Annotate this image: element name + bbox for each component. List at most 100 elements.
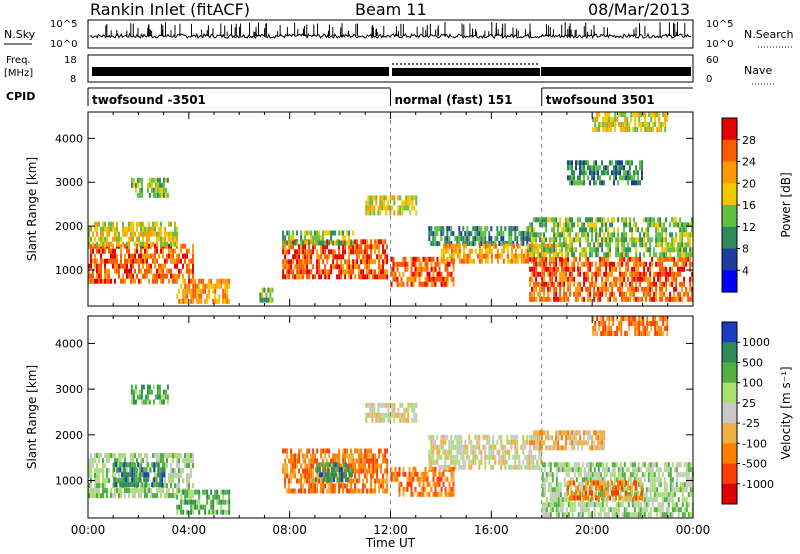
range-cell	[302, 458, 305, 464]
range-cell	[665, 247, 668, 253]
range-cell	[623, 276, 626, 282]
range-cell	[547, 512, 550, 518]
range-cell	[534, 464, 537, 470]
range-cell	[561, 435, 564, 441]
range-cell	[538, 449, 541, 455]
range-cell	[518, 231, 521, 237]
range-cell	[136, 192, 139, 198]
range-cell	[683, 266, 686, 272]
range-cell	[617, 497, 620, 503]
range-cell	[529, 256, 532, 262]
range-cell	[581, 261, 584, 267]
range-cell	[338, 448, 341, 454]
range-cell	[130, 221, 132, 227]
range-cell	[595, 435, 598, 441]
range-cell	[140, 488, 142, 494]
range-cell	[113, 482, 116, 488]
range-cell	[675, 286, 678, 292]
range-cell	[176, 236, 178, 242]
range-cell	[284, 473, 287, 479]
range-cell	[362, 453, 365, 459]
range-cell	[190, 278, 192, 284]
range-cell	[458, 226, 461, 232]
range-cell	[510, 236, 513, 242]
range-cell	[579, 170, 581, 176]
range-cell	[156, 177, 159, 183]
range-cell	[438, 476, 441, 482]
range-cell	[661, 512, 664, 518]
range-cell	[625, 175, 627, 181]
range-cell	[170, 493, 172, 499]
range-cell	[155, 462, 158, 468]
range-cell	[354, 264, 357, 270]
range-cell	[190, 293, 193, 299]
y-axis-label: Slant Range [km]	[25, 157, 39, 261]
range-cell	[134, 182, 137, 188]
range-cell	[506, 434, 509, 440]
range-cell	[533, 252, 536, 258]
range-cell	[573, 266, 576, 272]
range-cell	[161, 472, 164, 478]
range-cell	[316, 264, 319, 270]
range-cell	[369, 195, 372, 201]
range-cell	[370, 244, 373, 250]
range-cell	[458, 439, 461, 445]
range-cell	[362, 274, 365, 280]
range-cell	[102, 241, 104, 247]
range-cell	[529, 445, 532, 451]
range-cell	[478, 241, 481, 247]
range-cell	[350, 264, 353, 270]
range-cell	[150, 253, 152, 259]
range-cell	[182, 458, 184, 464]
range-cell	[114, 248, 116, 254]
range-cell	[176, 273, 178, 279]
range-cell	[634, 127, 637, 132]
range-cell	[665, 482, 668, 488]
range-cell	[648, 122, 651, 127]
range-cell	[286, 240, 289, 246]
range-cell	[90, 453, 92, 459]
range-cell	[573, 247, 576, 253]
range-cell	[631, 227, 634, 233]
range-cell	[166, 394, 169, 400]
range-cell	[601, 507, 604, 513]
range-cell	[120, 253, 122, 259]
range-cell	[681, 232, 684, 238]
range-cell	[508, 258, 511, 264]
range-cell	[650, 127, 653, 132]
range-cell	[658, 112, 661, 117]
range-cell	[450, 444, 453, 450]
range-cell	[362, 468, 365, 474]
range-cell	[555, 492, 558, 498]
range-cell	[653, 296, 656, 302]
range-cell	[681, 472, 684, 478]
range-cell	[296, 453, 299, 459]
range-cell	[139, 472, 142, 478]
range-cell	[296, 269, 299, 275]
range-cell	[434, 231, 437, 237]
range-cell	[644, 122, 647, 127]
range-cell	[547, 296, 550, 302]
range-cell	[180, 499, 183, 505]
range-cell	[633, 222, 636, 228]
range-cell	[533, 232, 536, 238]
range-cell	[366, 488, 369, 494]
range-cell	[498, 241, 501, 247]
range-cell	[124, 258, 126, 264]
range-cell	[490, 248, 493, 254]
range-cell	[618, 112, 621, 117]
range-cell	[198, 509, 201, 515]
range-cell	[338, 472, 341, 478]
range-cell	[681, 497, 684, 503]
range-cell	[406, 281, 409, 287]
range-cell	[504, 459, 507, 465]
range-cell	[154, 394, 157, 400]
range-cell	[141, 472, 144, 478]
range-cell	[374, 249, 377, 255]
range-cell	[603, 217, 606, 223]
range-cell	[458, 449, 461, 455]
range-cell	[192, 268, 194, 274]
range-cell	[182, 499, 185, 505]
range-cell	[466, 454, 469, 460]
range-cell	[282, 269, 285, 275]
